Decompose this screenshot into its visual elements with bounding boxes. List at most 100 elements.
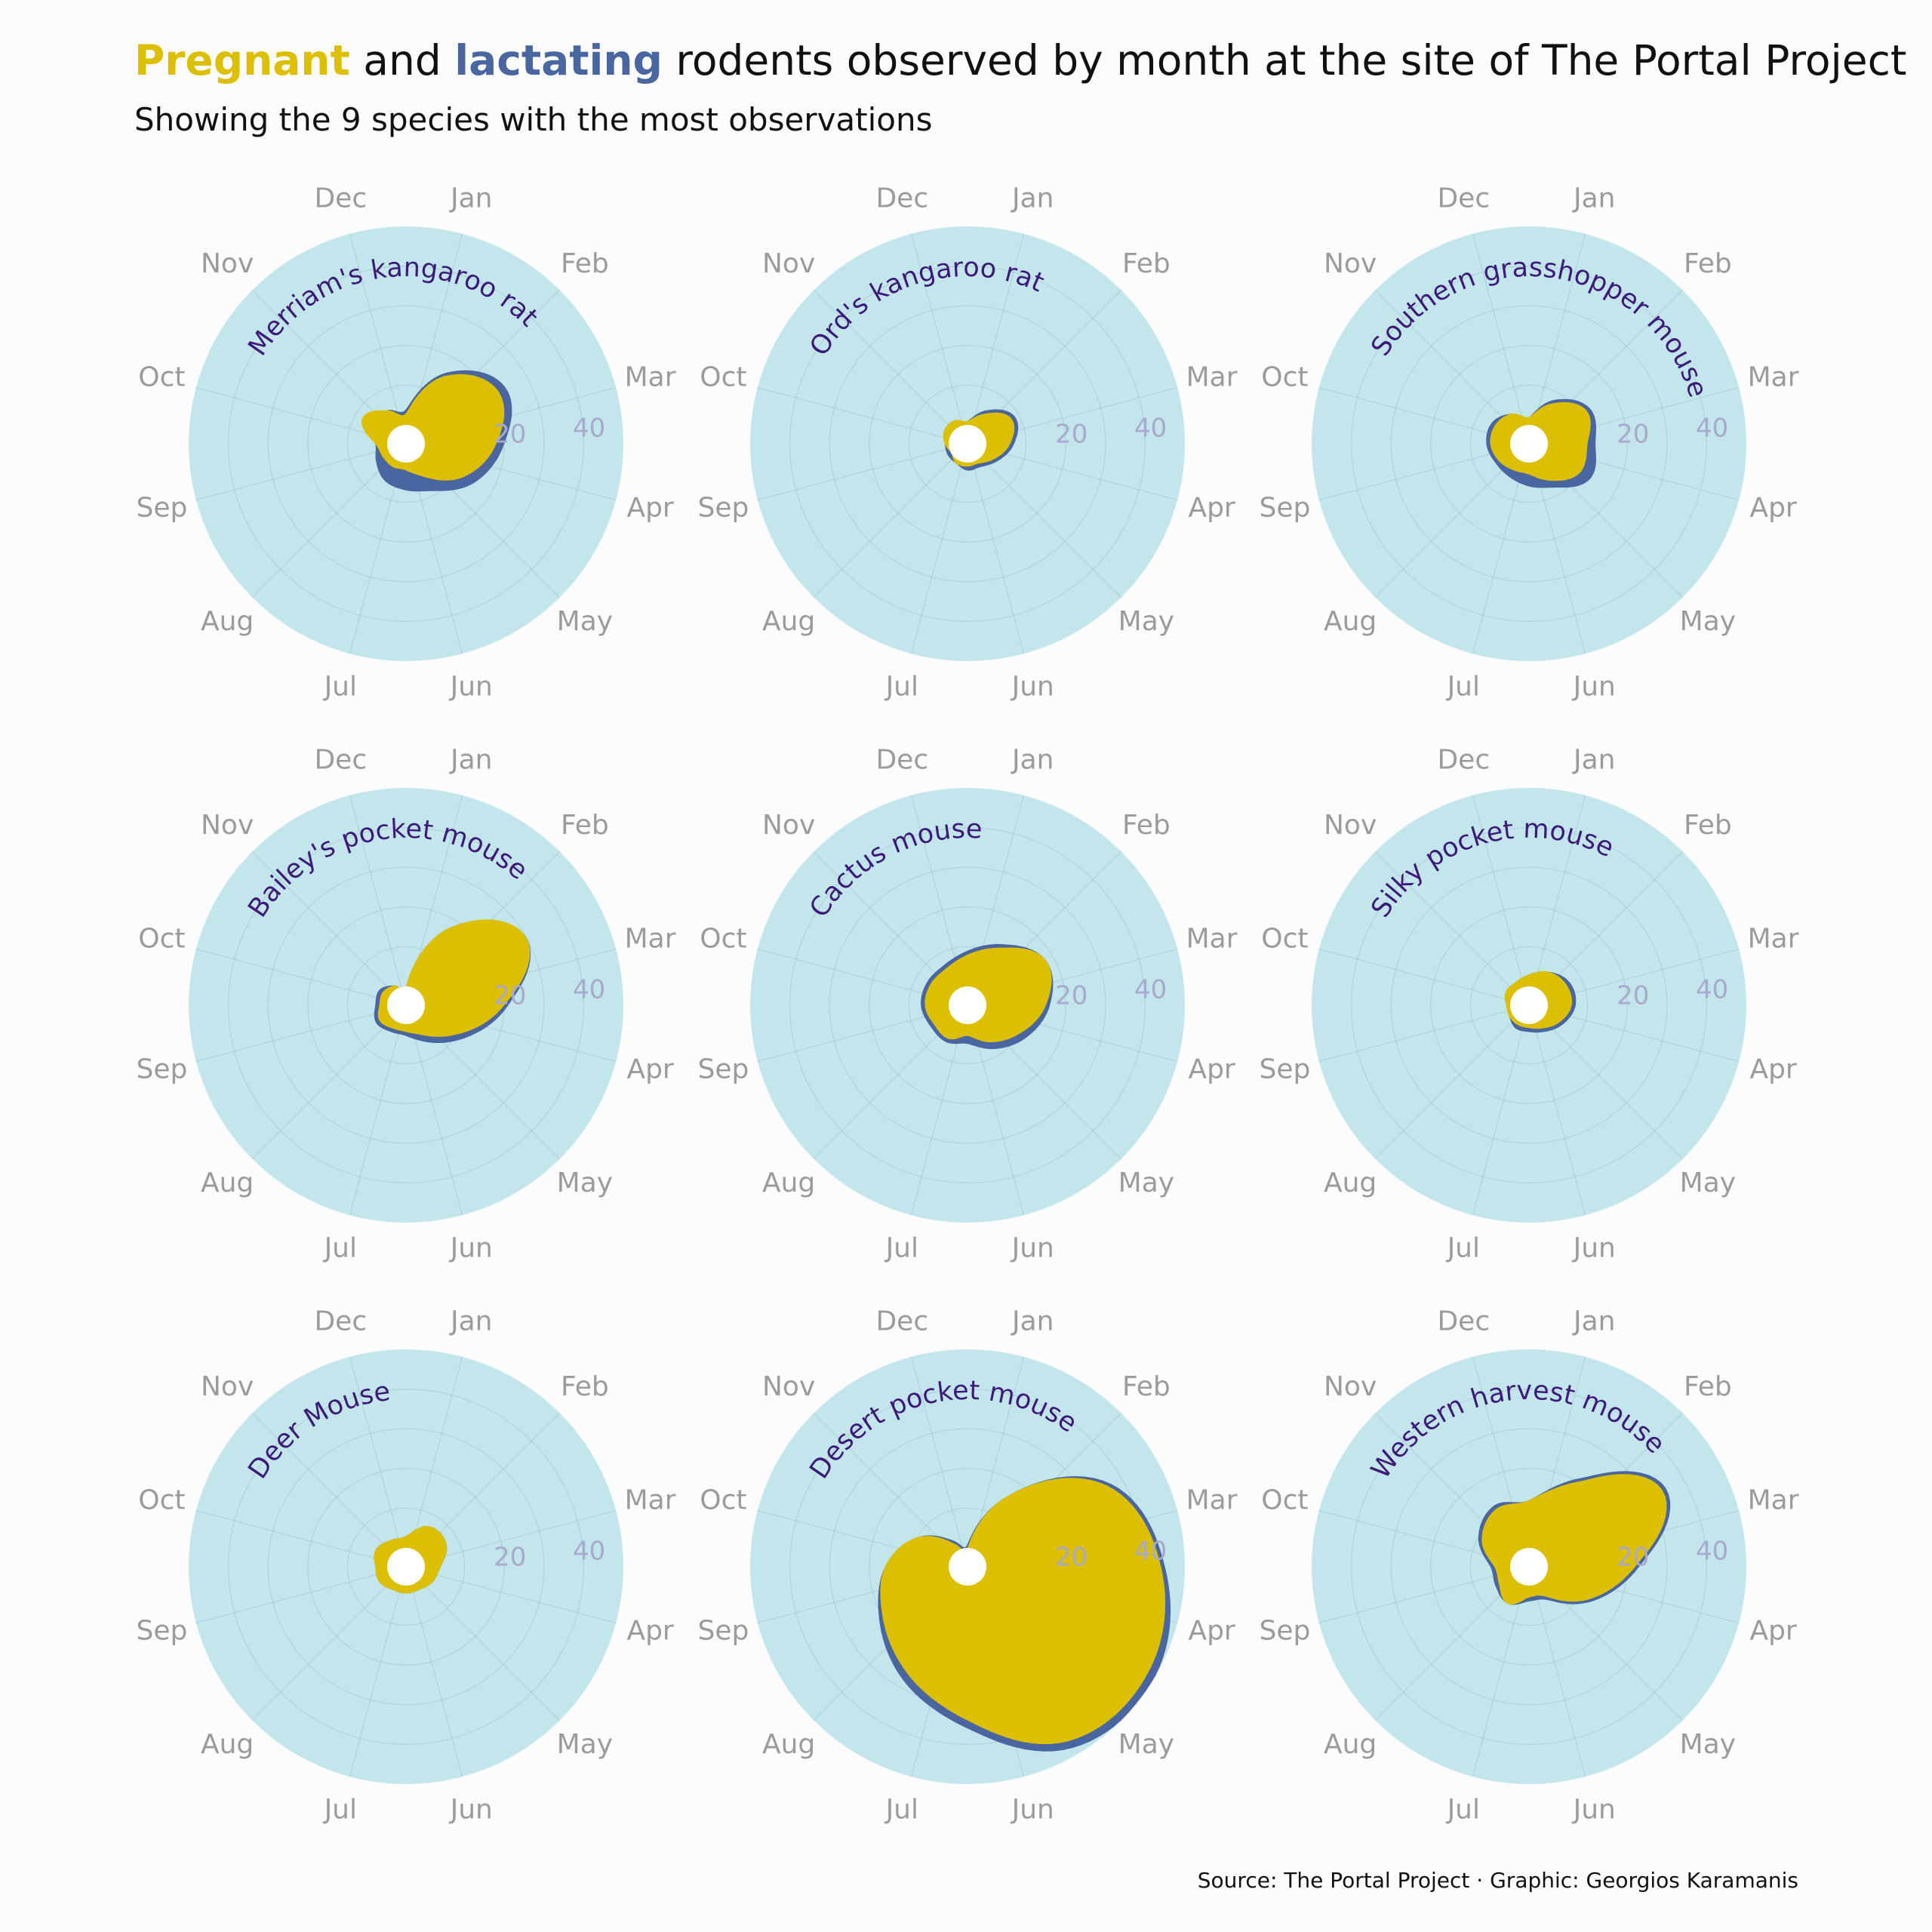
grid-spoke — [195, 1009, 389, 1063]
grid-spoke — [980, 289, 1122, 431]
grid-spoke — [251, 851, 393, 992]
grid-spoke — [349, 1023, 402, 1216]
month-label: Aug — [762, 1168, 815, 1198]
axis-tick-label: 20 — [1055, 1543, 1088, 1573]
month-label: Jun — [1011, 1233, 1054, 1264]
month-label: Mar — [1748, 1484, 1799, 1515]
month-label: Mar — [1186, 361, 1238, 392]
grid-spoke — [813, 851, 955, 992]
grid-spoke — [195, 1571, 389, 1624]
grid-ring — [829, 866, 1106, 1144]
month-label: Jan — [1011, 744, 1054, 775]
center-hole — [387, 986, 425, 1024]
month-label: Apr — [1749, 493, 1796, 524]
grid-spoke — [985, 448, 1178, 501]
month-label: Sep — [1259, 493, 1310, 524]
month-label: Apr — [1749, 1616, 1796, 1647]
month-label: May — [1118, 1729, 1174, 1760]
month-label: Nov — [1324, 248, 1377, 279]
grid-spoke — [410, 461, 463, 654]
month-label: Aug — [762, 606, 815, 637]
polar-panel: 20 40 Jan Feb Mar Apr May Jun Jul Aug Sep Oct Nov Dec… — [697, 183, 1237, 702]
grid-ring — [789, 266, 1146, 622]
grid-spoke — [757, 448, 950, 501]
polar-panel: 20 40 Jan Feb Mar Apr May Jun Jul Aug Sep Oct Nov Dec… — [136, 1306, 675, 1825]
polar-panel: 20 40 Jan Feb Mar Apr May Jun Jul Aug Sep Oct Nov Dec… — [697, 744, 1237, 1263]
grid-spoke — [1374, 1580, 1516, 1721]
polar-panel: 20 40 Jan Feb Mar Apr May Jun Jul Aug Sep Oct Nov Dec… — [697, 1306, 1237, 1825]
grid-spoke — [757, 948, 950, 1001]
grid-ring — [1390, 305, 1668, 583]
grid-spoke — [971, 1023, 1025, 1216]
grid-spoke — [1318, 1009, 1512, 1063]
month-label: Mar — [1748, 361, 1799, 392]
month-label: Dec — [314, 744, 367, 775]
grid-spoke — [910, 1356, 964, 1549]
month-label: Nov — [762, 1371, 815, 1402]
grid-spoke — [1533, 461, 1586, 654]
month-label: Feb — [1122, 1371, 1171, 1402]
month-label: Apr — [1188, 1616, 1235, 1647]
grid-spoke — [1318, 948, 1512, 1001]
axis-tick-label: 20 — [494, 420, 526, 450]
month-label: Feb — [561, 1371, 609, 1402]
month-label: Apr — [1749, 1054, 1796, 1085]
month-label: Sep — [1259, 1054, 1310, 1085]
month-label: Apr — [626, 1054, 673, 1085]
axis-tick-label: 20 — [494, 1543, 526, 1573]
grid-spoke — [1472, 795, 1525, 988]
grid-spoke — [1533, 795, 1586, 988]
month-label: Oct — [1261, 923, 1308, 954]
month-label: Sep — [136, 1616, 187, 1647]
month-label: Dec — [875, 1306, 928, 1337]
grid-spoke — [1472, 1584, 1525, 1777]
month-label: May — [1118, 1168, 1174, 1198]
axis-tick-label: 20 — [1055, 981, 1088, 1011]
center-hole — [1510, 425, 1548, 463]
grid-spoke — [1472, 461, 1525, 654]
axis-tick-label: 40 — [573, 1536, 605, 1566]
month-label: Mar — [1186, 923, 1238, 954]
month-label: Jul — [323, 1233, 357, 1264]
axis-tick-label: 20 — [1617, 420, 1649, 450]
month-label: Aug — [1324, 606, 1377, 637]
month-label: Mar — [625, 1484, 676, 1515]
grid-spoke — [971, 461, 1025, 654]
grid-spoke — [1546, 1009, 1740, 1063]
grid-spoke — [195, 948, 389, 1001]
month-label: Dec — [314, 183, 367, 214]
center-hole — [949, 425, 986, 463]
month-label: Oct — [138, 923, 185, 954]
month-label: Mar — [1748, 923, 1799, 954]
polar-panel: 20 40 Jan Feb Mar Apr May Jun Jul Aug Sep Oct Nov Dec… — [1259, 1306, 1798, 1825]
month-label: Aug — [201, 1168, 254, 1198]
month-label: Jan — [449, 1306, 493, 1337]
month-label: May — [1680, 1168, 1736, 1198]
month-label: Dec — [1437, 183, 1490, 214]
source-caption: Source: The Portal Project · Graphic: Ge… — [1197, 1868, 1798, 1893]
grid-spoke — [349, 1356, 402, 1549]
grid-spoke — [813, 1018, 955, 1160]
month-label: May — [1118, 606, 1174, 637]
grid-ring — [869, 906, 1066, 1104]
grid-spoke — [1374, 1018, 1516, 1160]
grid-ring — [228, 1388, 584, 1745]
month-label: Jul — [1446, 1233, 1480, 1264]
month-label: Sep — [1259, 1616, 1310, 1647]
axis-tick-label: 40 — [1696, 1536, 1728, 1566]
axis-tick-label: 40 — [1696, 974, 1728, 1004]
month-label: Feb — [561, 810, 609, 841]
grid-spoke — [410, 1356, 463, 1549]
grid-ring — [307, 1468, 505, 1666]
axis-tick-label: 40 — [1134, 413, 1167, 443]
month-label: Mar — [625, 923, 676, 954]
grid-spoke — [1374, 457, 1516, 598]
month-label: Nov — [201, 248, 254, 279]
month-label: Mar — [625, 361, 676, 392]
month-label: Jan — [449, 744, 493, 775]
month-label: Oct — [1261, 1484, 1308, 1515]
grid-spoke — [410, 1584, 463, 1777]
polar-panel: 20 40 Jan Feb Mar Apr May Jun Jul Aug Sep Oct Nov Dec… — [1259, 183, 1798, 702]
grid-spoke — [1546, 948, 1740, 1001]
